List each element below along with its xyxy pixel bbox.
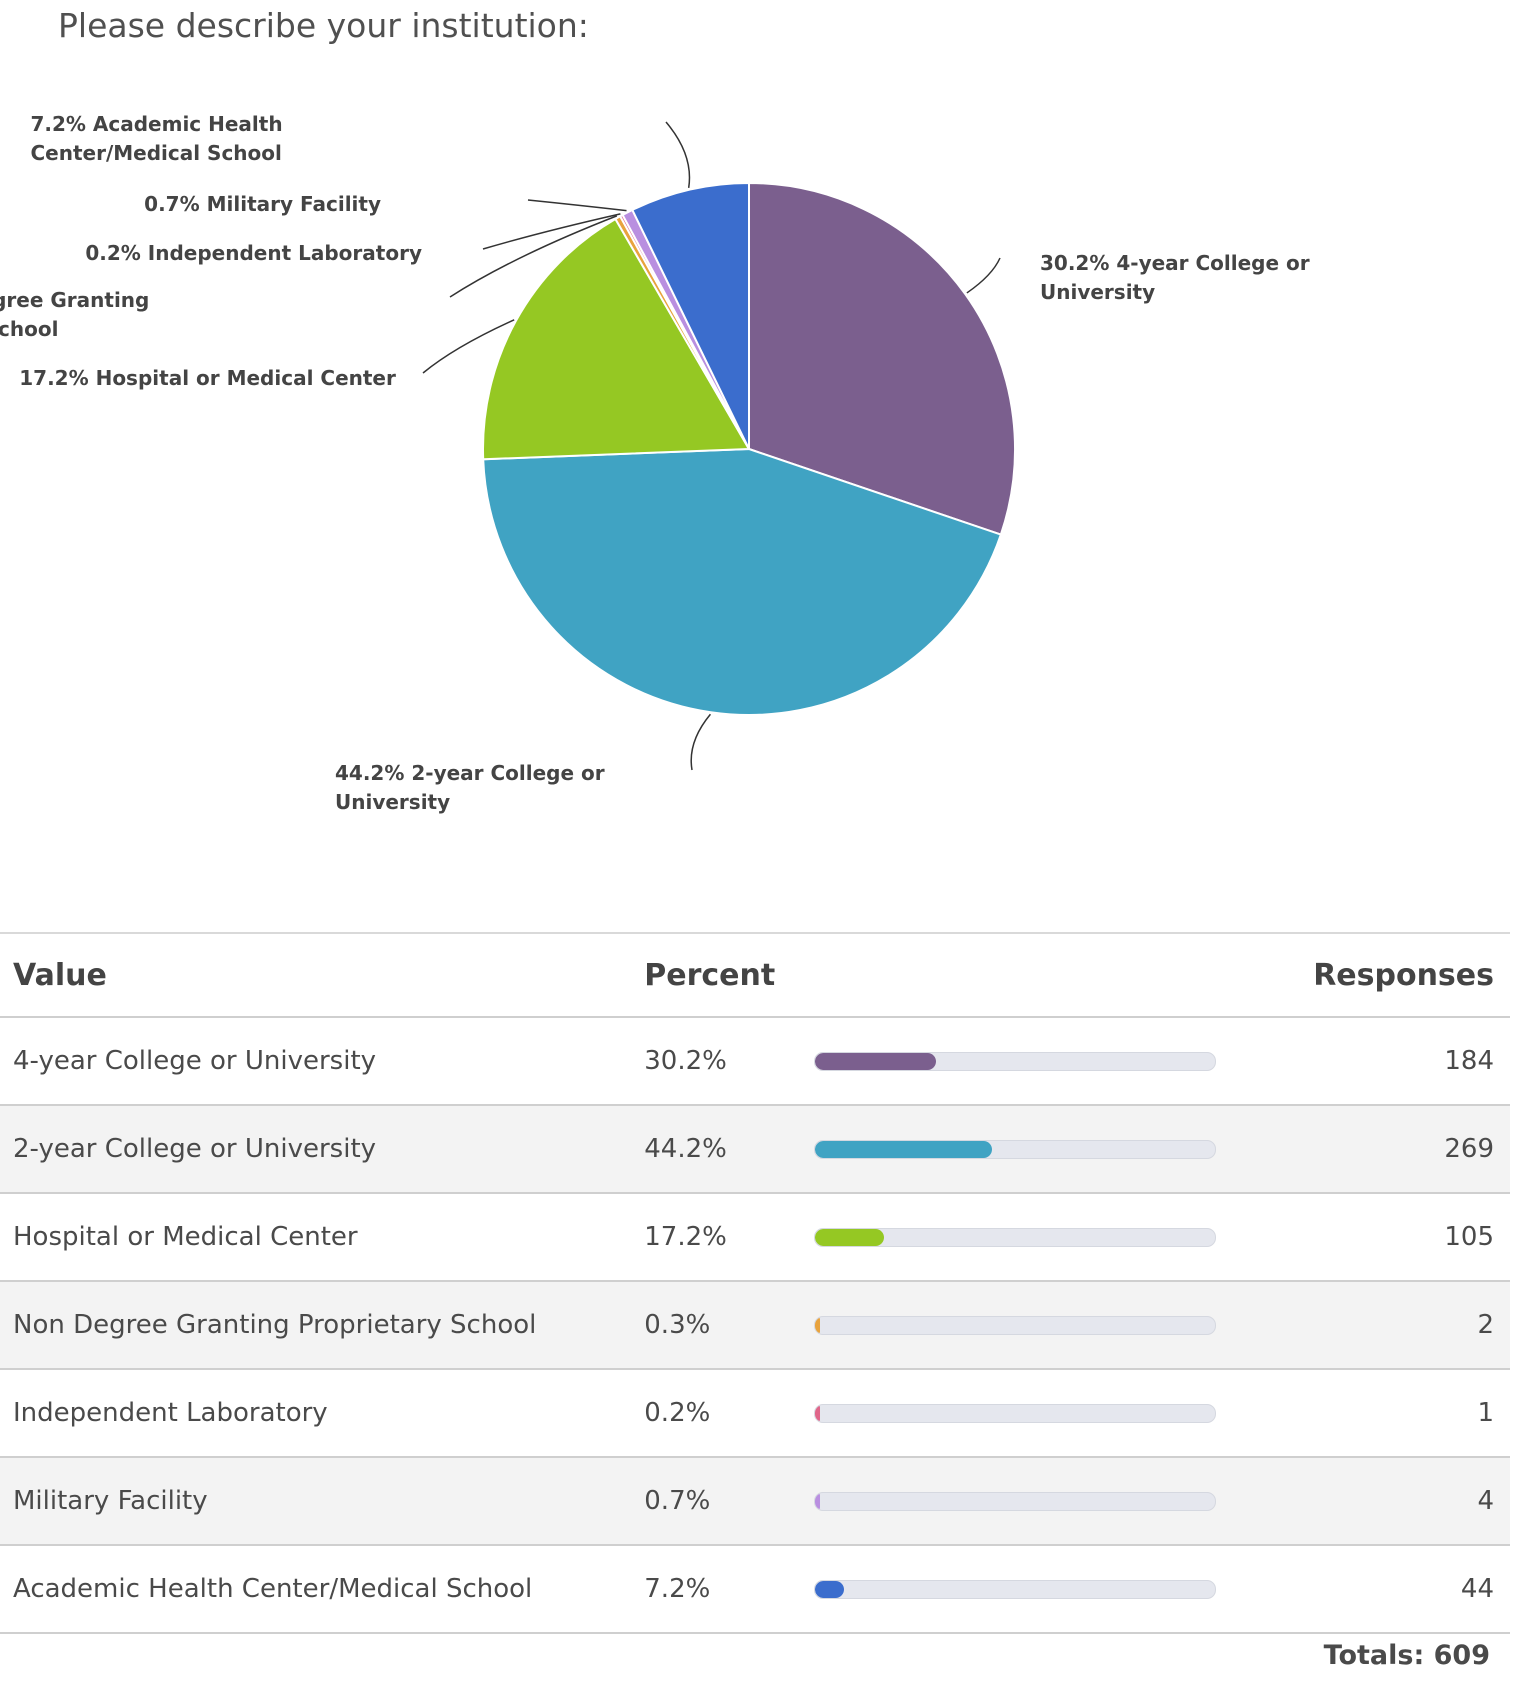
table-row: Military Facility 0.7% 4 [0,1457,1510,1546]
slice-label: 0.7% Military Facility [144,192,381,216]
table-row: Independent Laboratory 0.2% 1 [0,1369,1510,1458]
slice-label-line: 17.2% Hospital or Medical Center [19,366,396,390]
percent-bar-track [814,1139,1217,1159]
row-bar-cell [792,1457,1314,1546]
table-row: Hospital or Medical Center 17.2% 105 [0,1193,1510,1282]
table-row: Non Degree Granting Proprietary School 0.… [0,1281,1510,1370]
leader-line [966,257,1001,294]
slice-label: 44.2% 2-year College or University [335,761,605,814]
table-row: 4-year College or University 30.2% 184 [0,1017,1510,1106]
leader-line [422,319,515,374]
row-responses: 2 [1313,1281,1510,1370]
row-bar-cell [792,1281,1314,1370]
row-value: 4-year College or University [0,1017,632,1106]
row-percent: 0.7% [631,1457,793,1546]
slice-label-line: University [335,790,450,814]
row-bar-cell [792,1545,1314,1634]
pie-slice [482,447,1003,716]
percent-bar-fill [815,1228,884,1246]
percent-bar-fill [815,1580,844,1598]
row-responses: 44 [1313,1545,1510,1634]
leader-line [690,713,711,771]
slice-label-line: 7.2% Academic Health [30,112,282,136]
question-title: Please describe your institution: [58,6,589,45]
row-responses: 105 [1313,1193,1510,1282]
row-value: 2-year College or University [0,1105,632,1194]
percent-bar-fill [815,1052,936,1070]
percent-bar-track [814,1403,1217,1423]
percent-bar-track [814,1227,1217,1247]
row-responses: 269 [1313,1105,1510,1194]
table-row: Academic Health Center/Medical School 7.2… [0,1545,1510,1634]
row-value: Non Degree Granting Proprietary School [0,1281,632,1370]
row-bar-cell [792,1193,1314,1282]
percent-bar-track [814,1491,1217,1511]
slice-label-line: 44.2% 2-year College or [335,761,605,785]
row-percent: 17.2% [631,1193,793,1282]
slice-label: 17.2% Hospital or Medical Center [19,366,396,390]
row-value: Academic Health Center/Medical School [0,1545,632,1634]
row-percent: 0.3% [631,1281,793,1370]
percent-bar-fill [815,1404,820,1422]
leader-line [449,215,618,298]
table-row: 2-year College or University 44.2% 269 [0,1105,1510,1194]
slice-label: 30.2% 4-year College or University [1040,251,1310,304]
row-percent: 7.2% [631,1545,793,1634]
slice-label: 0.2% Independent Laboratory [85,241,422,265]
header-responses: Responses [1313,932,1510,1018]
percent-bar-fill [815,1140,992,1158]
row-value: Independent Laboratory [0,1369,632,1458]
header-percent: Percent [631,932,793,1018]
pie-slice [482,217,751,461]
row-value: Hospital or Medical Center [0,1193,632,1282]
slice-label-line: 0.2% Independent Laboratory [85,241,422,265]
header-value: Value [0,932,632,1018]
row-value: Military Facility [0,1457,632,1546]
leader-line [665,121,691,188]
slice-label: 7.2% Academic Health Center/Medical Schoo… [30,112,282,165]
row-bar-cell [792,1369,1314,1458]
pie-slice [748,181,1016,536]
percent-bar-track [814,1315,1217,1335]
pie-slice [631,181,750,450]
header-bar [792,932,1314,1018]
leader-line [527,199,627,212]
table-header-row: Value Percent Responses [0,932,1510,1018]
leader-line [482,213,621,250]
row-bar-cell [792,1017,1314,1106]
totals: Totals: 609 [1323,1640,1490,1671]
row-responses: 184 [1313,1017,1510,1106]
percent-bar-fill [815,1316,820,1334]
results-table: Value Percent Responses 4-year College o… [0,932,1510,1634]
row-percent: 30.2% [631,1017,793,1106]
row-percent: 44.2% [631,1105,793,1194]
slice-label: 0.3% Non Degree Granting Proprietary Scho… [0,288,149,341]
slice-label-line: Center/Medical School [30,141,281,165]
slice-label-line: 30.2% 4-year College or [1040,251,1310,275]
row-responses: 1 [1313,1369,1510,1458]
row-percent: 0.2% [631,1369,793,1458]
percent-bar-track [814,1051,1217,1071]
row-responses: 4 [1313,1457,1510,1546]
slice-label-line: Proprietary School [0,317,58,341]
row-bar-cell [792,1105,1314,1194]
percent-bar-fill [815,1492,820,1510]
slice-label-line: University [1040,280,1155,304]
percent-bar-track [814,1579,1217,1599]
slice-label-line: 0.7% Military Facility [144,192,381,216]
slice-label-line: 0.3% Non Degree Granting [0,288,149,312]
